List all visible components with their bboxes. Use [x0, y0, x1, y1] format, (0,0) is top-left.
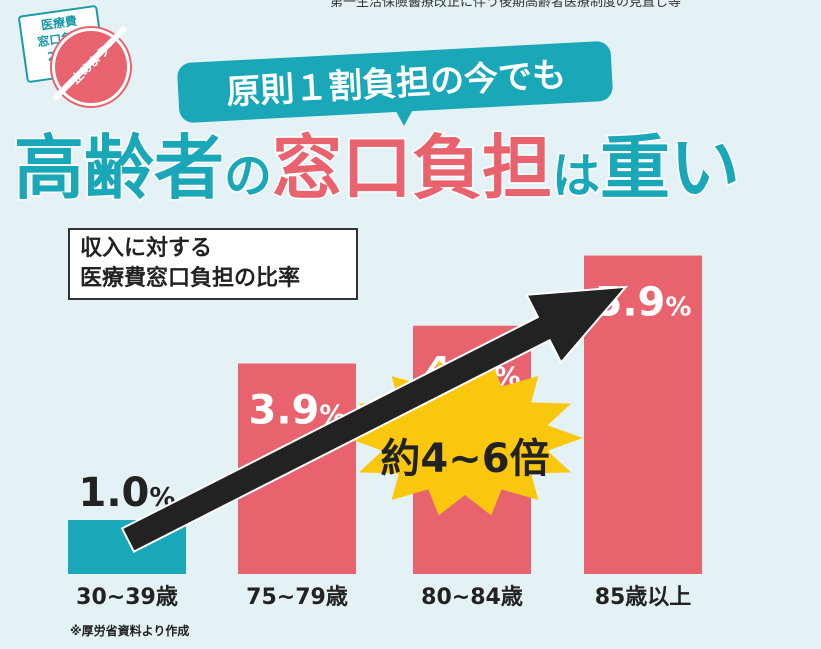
headline-part-1: 高齢者	[13, 126, 226, 211]
category-label-0: 30~39歳	[76, 585, 178, 610]
chart-description-line-2: 医療費窓口負担の比率	[80, 266, 301, 291]
chart-description-line-1: 収入に対する	[80, 236, 213, 261]
speech-bubble-tail	[392, 104, 416, 126]
source-note: ※厚労省資料より作成	[70, 624, 190, 638]
category-label-3: 85歳以上	[595, 585, 692, 610]
headline: 高齢者の窓口負担は重い	[13, 112, 814, 211]
top-clipped-text: 第一生活保險醫療改正に伴う後期高齢者医療制度の見直し等	[330, 0, 682, 9]
headline-part-2: の	[222, 147, 273, 206]
trend-arrow-icon	[120, 285, 629, 553]
headline-part-4: は	[551, 147, 602, 206]
starburst-label: 約4~6倍	[380, 436, 550, 482]
headline-part-3: 窓口負担	[271, 126, 554, 211]
category-label-1: 75~79歳	[246, 585, 348, 610]
headline-part-5: 重い	[599, 126, 742, 211]
stop-badge-icon	[52, 28, 130, 106]
chart-description-box: 収入に対する 医療費窓口負担の比率	[68, 228, 358, 300]
category-label-2: 80~84歳	[421, 585, 523, 610]
